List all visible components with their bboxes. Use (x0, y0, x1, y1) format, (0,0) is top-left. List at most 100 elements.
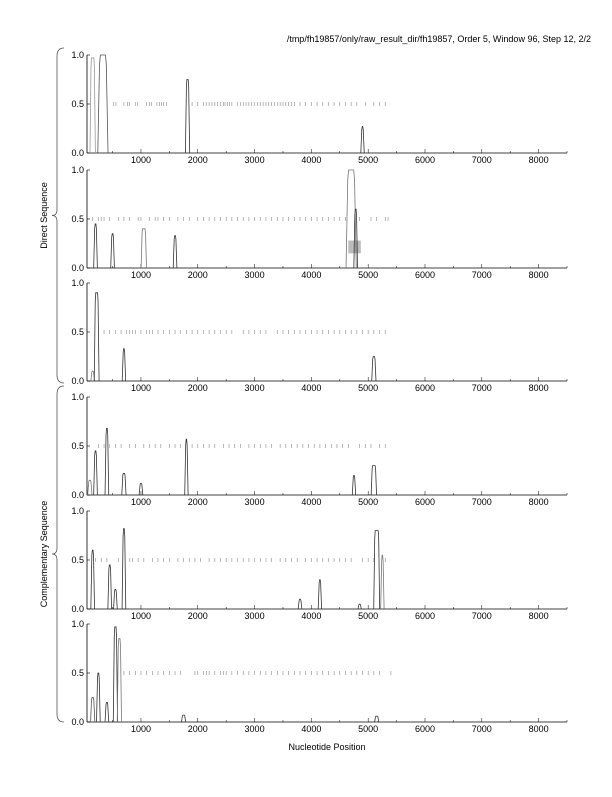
y-tick-label: 0.0 (71, 604, 84, 614)
y-tick-label: 0.5 (71, 214, 84, 224)
peak-line (121, 473, 127, 496)
peak-line (184, 438, 189, 496)
group-label: Complementary Sequence (39, 501, 49, 608)
x-tick-label: 8000 (529, 155, 549, 165)
x-tick-label: 5000 (358, 611, 378, 621)
x-tick-label: 4000 (301, 497, 321, 507)
y-tick-label: 0.0 (71, 717, 84, 727)
x-tick-label: 7000 (472, 270, 492, 280)
x-tick-label: 5000 (358, 724, 378, 734)
y-tick-label: 1.0 (71, 50, 84, 60)
x-tick-label: 8000 (529, 497, 549, 507)
x-tick-label: 2000 (188, 724, 208, 734)
x-tick-label: 2000 (188, 497, 208, 507)
panel-5: 0.0 0.5 1.0 1000 2000 3000 4000 5000 6000 7000 800… (71, 506, 568, 621)
x-tick-label: 3000 (245, 724, 265, 734)
x-tick-label: 2000 (188, 270, 208, 280)
x-tick-label: 7000 (472, 383, 492, 393)
x-tick-label: 3000 (245, 611, 265, 621)
y-tick-label: 0.5 (71, 99, 84, 109)
y-tick-label: 0.5 (71, 441, 84, 451)
x-tick-label: 3000 (245, 155, 265, 165)
x-tick-label: 6000 (415, 383, 435, 393)
y-tick-label: 1.0 (71, 165, 84, 175)
x-tick-label: 7000 (472, 155, 492, 165)
peak-line (87, 479, 93, 496)
peak-line (345, 169, 357, 269)
x-tick-label: 5000 (358, 270, 378, 280)
y-tick-label: 0.5 (71, 555, 84, 565)
x-tick-label: 8000 (529, 611, 549, 621)
peak-line (96, 672, 101, 723)
peak-line (371, 356, 377, 382)
peak-line (353, 208, 358, 269)
x-tick-label: 5000 (358, 155, 378, 165)
peak-line (360, 126, 365, 154)
x-tick-label: 7000 (472, 611, 492, 621)
peak-line (113, 589, 118, 610)
group-bracket (51, 385, 65, 723)
peak-line (317, 579, 323, 610)
peak-line (104, 702, 110, 723)
x-tick-label: 6000 (415, 155, 435, 165)
panel-1: 0.0 0.5 1.0 1000 2000 3000 4000 5000 6000 7000 800… (71, 50, 568, 165)
y-tick-label: 0.5 (71, 668, 84, 678)
peak-line (90, 549, 95, 610)
peak-line (297, 598, 303, 610)
x-tick-label: 8000 (529, 724, 549, 734)
y-tick-label: 0.0 (71, 376, 84, 386)
peak-line (90, 697, 96, 723)
group-label: Direct Sequence (39, 182, 49, 249)
peak-line (93, 292, 100, 382)
x-tick-label: 2000 (188, 383, 208, 393)
chart-title: /tmp/fh19857/only/raw_result_dir/fh19857… (287, 34, 591, 44)
x-tick-label: 7000 (472, 497, 492, 507)
panel-3: 0.0 0.5 1.0 1000 2000 3000 4000 5000 6000 7000 800… (71, 278, 568, 393)
peak-line (93, 450, 98, 496)
x-tick-label: 2000 (188, 155, 208, 165)
panel-2: 0.0 0.5 1.0 1000 2000 3000 4000 5000 6000 7000 800… (71, 165, 568, 280)
panel-6: 0.0 0.5 1.0 1000 2000 3000 4000 5000 6000 7000 800… (71, 619, 568, 734)
y-tick-label: 0.0 (71, 263, 84, 273)
x-tick-label: 6000 (415, 497, 435, 507)
x-tick-label: 1000 (131, 724, 151, 734)
x-tick-label: 5000 (358, 497, 378, 507)
x-tick-label: 8000 (529, 270, 549, 280)
peak-line (373, 530, 381, 610)
peak-line (121, 528, 127, 610)
x-tick-label: 3000 (245, 270, 265, 280)
x-tick-label: 4000 (301, 724, 321, 734)
x-tick-label: 1000 (131, 497, 151, 507)
peak-line (140, 228, 147, 269)
peak-line (110, 233, 115, 269)
x-tick-label: 2000 (188, 611, 208, 621)
x-tick-label: 4000 (301, 155, 321, 165)
peak-line (181, 714, 187, 723)
peak-line (357, 603, 362, 610)
peak-line (93, 223, 98, 269)
x-tick-label: 1000 (131, 155, 151, 165)
x-tick-label: 1000 (131, 611, 151, 621)
group-bracket (51, 47, 65, 384)
x-tick-label: 6000 (415, 270, 435, 280)
peak-line (90, 370, 95, 382)
panel-4: 0.0 0.5 1.0 1000 2000 3000 4000 5000 6000 7000 800… (71, 392, 568, 507)
y-tick-label: 1.0 (71, 392, 84, 402)
y-tick-label: 0.0 (71, 490, 84, 500)
peak-line (89, 57, 96, 154)
x-tick-label: 3000 (245, 383, 265, 393)
x-tick-label: 6000 (415, 611, 435, 621)
peak-line (97, 54, 109, 154)
x-tick-label: 8000 (529, 383, 549, 393)
peak-line (116, 638, 122, 723)
y-tick-label: 0.0 (71, 148, 84, 158)
peak-line (185, 79, 191, 154)
x-tick-label: 5000 (358, 383, 378, 393)
peak-line (380, 554, 385, 610)
x-tick-label: 1000 (131, 383, 151, 393)
peak-line (104, 427, 110, 496)
peak-line (107, 564, 112, 610)
x-tick-label: 1000 (131, 270, 151, 280)
x-tick-label: 4000 (301, 270, 321, 280)
